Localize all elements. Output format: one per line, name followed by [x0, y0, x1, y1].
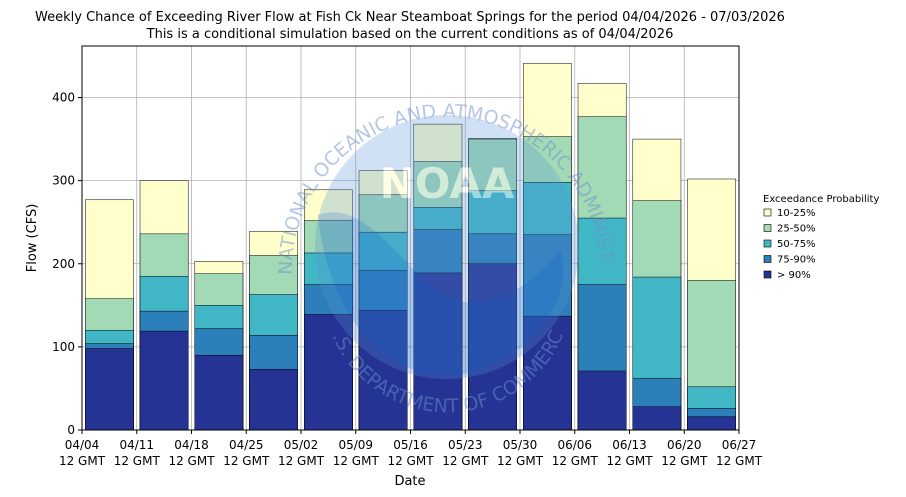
- legend-label-1: 25-50%: [777, 224, 816, 235]
- y-axis-label: Flow (CFS): [25, 204, 40, 273]
- noaa-wave-icon: [318, 212, 564, 376]
- x-tick-time-7: 12 GMT: [442, 454, 489, 468]
- x-tick-time-3: 12 GMT: [223, 454, 270, 468]
- x-tick-date-0: 04/04: [65, 438, 100, 452]
- bar-8-series-4: [523, 315, 572, 431]
- x-tick-time-1: 12 GMT: [114, 454, 161, 468]
- legend-label-4: > 90%: [777, 270, 811, 281]
- legend-title: Exceedance Probability: [763, 194, 879, 205]
- legend-swatch-0: [763, 208, 772, 217]
- x-tick-time-5: 12 GMT: [333, 454, 380, 468]
- chart-title: Weekly Chance of Exceeding River Flow at…: [35, 10, 785, 25]
- x-tick-date-6: 05/16: [393, 438, 428, 452]
- bar-10-series-4: [632, 406, 682, 431]
- y-tick-label-4: 400: [52, 91, 75, 105]
- bar-7-series-4: [468, 263, 517, 431]
- y-tick-label-1: 100: [52, 340, 75, 354]
- x-tick-date-3: 04/25: [229, 438, 264, 452]
- x-tick-time-0: 12 GMT: [59, 454, 106, 468]
- x-tick-time-2: 12 GMT: [168, 454, 215, 468]
- x-tick-date-9: 06/06: [557, 438, 592, 452]
- bars: [85, 63, 736, 431]
- legend-swatch-2: [763, 239, 772, 248]
- bar-2-series-4: [194, 354, 244, 431]
- x-tick-date-8: 05/30: [503, 438, 538, 452]
- x-tick-date-1: 04/11: [119, 438, 154, 452]
- legend: Exceedance Probability 10-25% 25-50% 50-75…: [763, 194, 879, 281]
- axes: 0 100 200 300 400 04/04 12 GMT 04/11 12 GMT 04/18…: [52, 45, 763, 468]
- bar-11-series-4: [687, 416, 736, 431]
- legend-label-3: 75-90%: [777, 255, 816, 266]
- x-tick-date-7: 05/23: [448, 438, 483, 452]
- x-tick-time-4: 12 GMT: [278, 454, 325, 468]
- noaa-logo-text: NOAA: [380, 159, 515, 208]
- x-tick-date-12: 06/27: [722, 438, 757, 452]
- noaa-logo-icon: [315, 115, 579, 379]
- x-tick-date-2: 04/18: [174, 438, 209, 452]
- y-tick-label-3: 300: [52, 174, 75, 188]
- x-tick-date-11: 06/20: [667, 438, 702, 452]
- legend-label-0: 10-25%: [777, 208, 816, 219]
- bar-0-series-4: [85, 348, 134, 431]
- legend-label-2: 50-75%: [777, 239, 816, 250]
- bar-4-series-4: [304, 314, 353, 431]
- legend-swatch-1: [763, 224, 772, 232]
- bar-3-series-4: [249, 369, 298, 431]
- x-tick-date-10: 06/13: [612, 438, 647, 452]
- x-tick-time-10: 12 GMT: [606, 454, 653, 468]
- legend-swatch-3: [763, 255, 772, 263]
- y-tick-label-0: 0: [67, 423, 75, 437]
- x-tick-time-6: 12 GMT: [387, 454, 434, 468]
- x-tick-time-8: 12 GMT: [497, 454, 544, 468]
- x-tick-time-9: 12 GMT: [552, 454, 599, 468]
- bar-6-series-4: [413, 272, 463, 431]
- x-tick-time-11: 12 GMT: [661, 454, 708, 468]
- legend-swatch-4: [763, 270, 772, 279]
- x-tick-date-5: 05/09: [338, 438, 373, 452]
- bar-9-series-4: [577, 370, 627, 431]
- chart-subtitle: This is a conditional simulation based o…: [146, 27, 674, 42]
- x-tick-date-4: 05/02: [284, 438, 319, 452]
- x-tick-time-12: 12 GMT: [716, 454, 763, 468]
- x-axis-label: Date: [394, 474, 425, 489]
- bar-1-series-4: [139, 330, 189, 431]
- y-tick-label-2: 200: [52, 257, 75, 271]
